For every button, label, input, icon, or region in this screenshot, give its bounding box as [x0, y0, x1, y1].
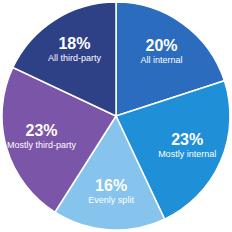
value-label: 23% [171, 131, 203, 148]
labels: 20%All internal23%Mostly internal16%Even… [7, 35, 216, 206]
value-label: 20% [146, 37, 178, 54]
category-label: All internal [141, 55, 183, 65]
category-label: All third-party [48, 53, 102, 63]
value-label: 18% [58, 35, 90, 52]
chart: 20%All internal23%Mostly internal16%Even… [0, 0, 232, 232]
category-label: Mostly third-party [7, 140, 77, 150]
pie [2, 2, 230, 230]
value-label: 16% [95, 177, 127, 194]
category-label: Evenly split [88, 195, 134, 205]
category-label: Mostly internal [158, 149, 216, 159]
pie-slice [13, 2, 116, 116]
value-label: 23% [26, 122, 58, 139]
